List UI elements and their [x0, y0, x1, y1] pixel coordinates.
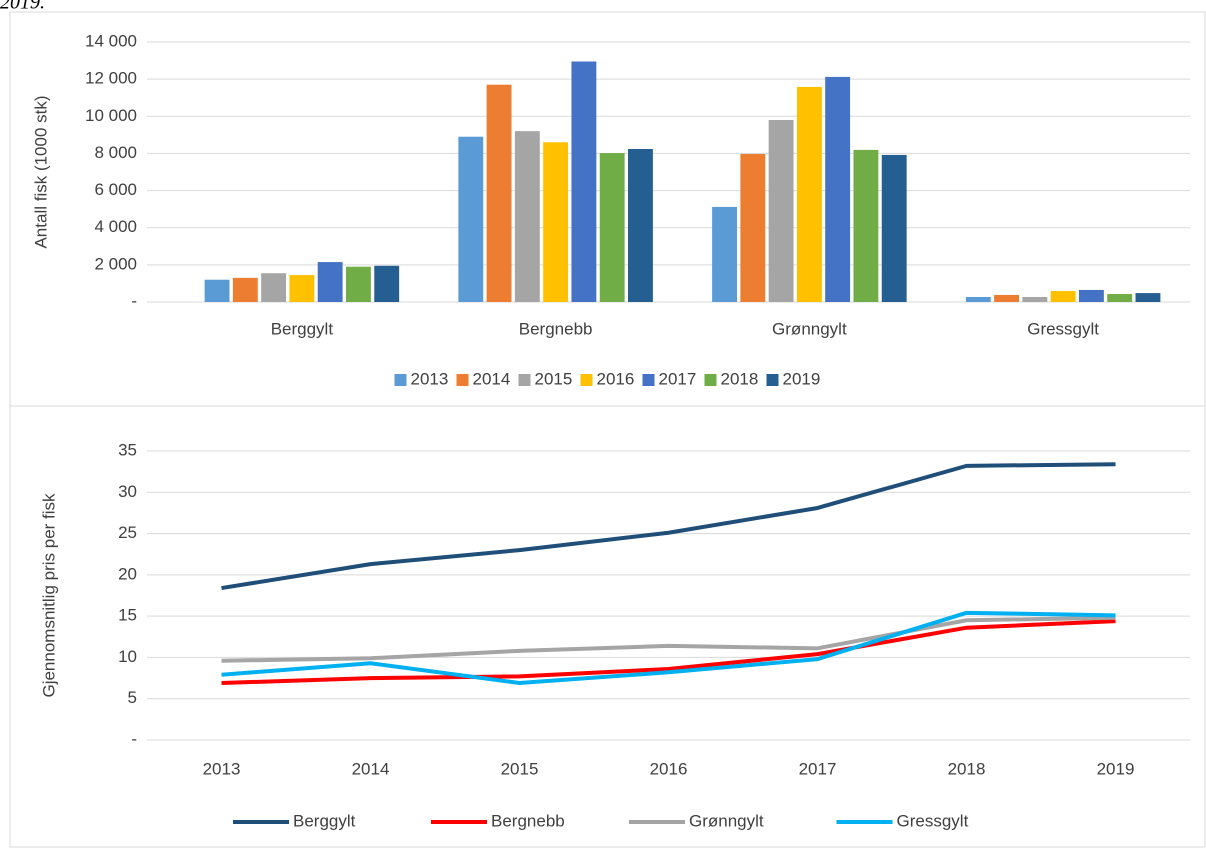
legend-label: 2019	[783, 369, 821, 388]
legend-swatch	[704, 374, 717, 386]
y-tick-label: -	[131, 291, 137, 310]
y-tick-label: 14 000	[85, 31, 137, 50]
bar	[289, 275, 315, 302]
bar	[768, 120, 794, 302]
legend-swatch	[580, 374, 593, 386]
bar	[740, 153, 766, 302]
y-tick-label: 10 000	[85, 106, 137, 125]
x-tick-label: 2018	[948, 759, 986, 778]
legend-label: Grønngylt	[689, 811, 764, 830]
legend-label: Gressgylt	[897, 811, 969, 830]
bar	[796, 86, 822, 302]
legend-swatch	[766, 374, 779, 386]
y-tick-label: 4 000	[94, 217, 137, 236]
x-tick-label: 2017	[799, 759, 837, 778]
bar	[317, 262, 343, 302]
bar	[1078, 289, 1104, 302]
bar	[825, 76, 851, 303]
legend-label: 2016	[597, 369, 635, 388]
x-tick-label: 2016	[650, 759, 688, 778]
x-tick-label: 2019	[1097, 759, 1135, 778]
bar	[374, 265, 400, 302]
x-tick-label: 2014	[352, 759, 390, 778]
line	[221, 610, 1116, 686]
legend-swatch	[642, 374, 655, 386]
y-tick-label: 6 000	[94, 180, 137, 199]
x-tick-label: Grønngylt	[772, 319, 847, 338]
y-tick-label: 12 000	[85, 69, 137, 88]
bar	[853, 149, 879, 302]
legend-label: 2014	[473, 369, 511, 388]
y-tick-label: 35	[118, 440, 137, 459]
y-tick-label: 20	[118, 564, 137, 583]
bar	[1050, 291, 1076, 302]
bar	[458, 136, 484, 302]
x-tick-label: Gressgylt	[1027, 319, 1099, 338]
chart-frame	[9, 405, 1206, 848]
bar	[232, 277, 258, 302]
bar	[1107, 294, 1133, 302]
legend-label: 2018	[721, 369, 759, 388]
bar	[514, 131, 540, 302]
legend-label: Berggylt	[293, 811, 356, 830]
legend-label: 2017	[659, 369, 697, 388]
bar	[543, 142, 569, 302]
x-tick-label: 2013	[203, 759, 241, 778]
y-tick-label: 10	[118, 647, 137, 666]
y-tick-label: 5	[128, 688, 137, 707]
bar	[994, 294, 1020, 302]
x-tick-label: Bergnebb	[519, 319, 593, 338]
y-tick-label: 25	[118, 523, 137, 542]
bar	[204, 279, 230, 302]
legend-swatch	[394, 374, 407, 386]
bar	[1135, 293, 1161, 302]
bar	[628, 148, 653, 302]
bar	[571, 61, 597, 302]
y-tick-label: 15	[118, 606, 137, 625]
y-axis-label: Gjennomsnitlig pris per fisk	[39, 493, 58, 698]
bar	[712, 206, 737, 302]
y-axis-label: Antall fisk (1000 stk)	[31, 95, 50, 248]
y-tick-label: 8 000	[94, 143, 137, 162]
y-tick-label: -	[131, 729, 137, 748]
legend-swatch	[456, 374, 469, 386]
legend-label: Bergnebb	[491, 811, 565, 830]
bar	[345, 266, 371, 302]
line	[221, 462, 1116, 591]
bar	[965, 296, 991, 302]
bar	[486, 84, 512, 302]
bar	[881, 154, 907, 302]
y-tick-label: 2 000	[94, 254, 137, 273]
line	[221, 619, 1116, 686]
legend-label: 2015	[535, 369, 573, 388]
line	[221, 615, 1116, 663]
caption: 2019.	[0, 0, 45, 14]
bar	[1022, 296, 1048, 302]
x-tick-label: Berggylt	[271, 319, 334, 338]
bar	[599, 153, 625, 302]
x-tick-label: 2015	[501, 759, 539, 778]
y-tick-label: 30	[118, 482, 137, 501]
legend-swatch	[518, 374, 531, 386]
legend-label: 2013	[411, 369, 449, 388]
bar	[261, 273, 287, 302]
